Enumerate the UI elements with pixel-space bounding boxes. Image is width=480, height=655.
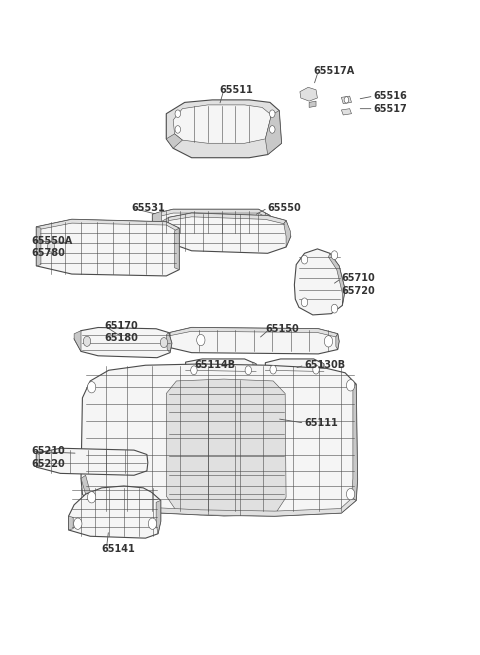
Polygon shape xyxy=(328,253,345,305)
Polygon shape xyxy=(36,227,41,266)
Polygon shape xyxy=(161,213,291,253)
Polygon shape xyxy=(166,333,172,352)
Text: 65150: 65150 xyxy=(265,324,299,334)
Polygon shape xyxy=(153,210,270,219)
Polygon shape xyxy=(166,100,281,158)
Circle shape xyxy=(347,380,355,391)
Polygon shape xyxy=(341,109,351,115)
Circle shape xyxy=(331,304,338,313)
Polygon shape xyxy=(186,359,256,381)
Text: 65220: 65220 xyxy=(32,459,65,469)
Text: 65550A: 65550A xyxy=(32,236,73,246)
Polygon shape xyxy=(74,331,81,351)
Text: 65170: 65170 xyxy=(104,320,138,331)
Circle shape xyxy=(344,97,349,103)
Circle shape xyxy=(347,489,355,500)
Text: 65114B: 65114B xyxy=(194,360,235,370)
Polygon shape xyxy=(265,111,281,155)
Circle shape xyxy=(73,518,82,529)
Polygon shape xyxy=(88,497,356,516)
Polygon shape xyxy=(156,500,161,534)
Polygon shape xyxy=(36,453,39,467)
Polygon shape xyxy=(170,328,338,337)
Polygon shape xyxy=(166,379,286,516)
Circle shape xyxy=(48,242,55,252)
Polygon shape xyxy=(166,328,339,354)
Circle shape xyxy=(269,126,275,133)
Circle shape xyxy=(148,518,156,529)
Circle shape xyxy=(331,251,338,259)
Polygon shape xyxy=(69,486,161,538)
Text: 65141: 65141 xyxy=(102,544,135,554)
Polygon shape xyxy=(74,328,172,358)
Circle shape xyxy=(160,337,168,348)
Polygon shape xyxy=(253,362,256,377)
Text: 65720: 65720 xyxy=(341,286,375,296)
Polygon shape xyxy=(36,219,179,231)
Text: 65130B: 65130B xyxy=(304,360,346,370)
Polygon shape xyxy=(321,362,324,377)
Polygon shape xyxy=(341,96,351,103)
Circle shape xyxy=(270,365,276,374)
Polygon shape xyxy=(81,476,92,502)
Text: 65180: 65180 xyxy=(104,333,138,343)
Text: 65516: 65516 xyxy=(373,91,408,101)
Polygon shape xyxy=(294,249,345,315)
Text: 65511: 65511 xyxy=(219,84,253,95)
Circle shape xyxy=(191,366,197,375)
Circle shape xyxy=(175,126,180,133)
Polygon shape xyxy=(264,213,270,230)
Polygon shape xyxy=(166,333,170,348)
Polygon shape xyxy=(69,516,73,530)
Text: 65531: 65531 xyxy=(132,203,166,213)
Polygon shape xyxy=(36,448,148,476)
Text: 65517A: 65517A xyxy=(314,66,355,76)
Polygon shape xyxy=(168,213,286,224)
Polygon shape xyxy=(309,101,316,107)
Polygon shape xyxy=(336,334,339,350)
Circle shape xyxy=(324,335,333,347)
Polygon shape xyxy=(265,359,324,381)
Circle shape xyxy=(84,336,91,346)
Polygon shape xyxy=(351,384,358,500)
Circle shape xyxy=(313,365,319,374)
Text: 65517: 65517 xyxy=(373,103,408,114)
Polygon shape xyxy=(166,134,182,148)
Text: 65710: 65710 xyxy=(341,273,375,284)
Circle shape xyxy=(175,110,180,117)
Circle shape xyxy=(245,366,252,375)
Polygon shape xyxy=(284,221,291,247)
Polygon shape xyxy=(175,228,179,270)
Polygon shape xyxy=(153,210,270,234)
Circle shape xyxy=(197,335,205,346)
Polygon shape xyxy=(153,211,162,228)
Text: 65780: 65780 xyxy=(32,248,66,258)
Circle shape xyxy=(301,298,308,307)
Text: 65550: 65550 xyxy=(268,203,301,213)
Polygon shape xyxy=(81,364,358,516)
Polygon shape xyxy=(36,219,179,276)
Circle shape xyxy=(87,492,96,503)
Polygon shape xyxy=(173,105,271,143)
Text: 65210: 65210 xyxy=(32,446,65,457)
Polygon shape xyxy=(300,87,317,101)
Circle shape xyxy=(301,255,308,264)
Circle shape xyxy=(87,382,96,393)
Circle shape xyxy=(269,110,275,117)
Text: 65111: 65111 xyxy=(304,418,338,428)
Polygon shape xyxy=(161,217,168,242)
